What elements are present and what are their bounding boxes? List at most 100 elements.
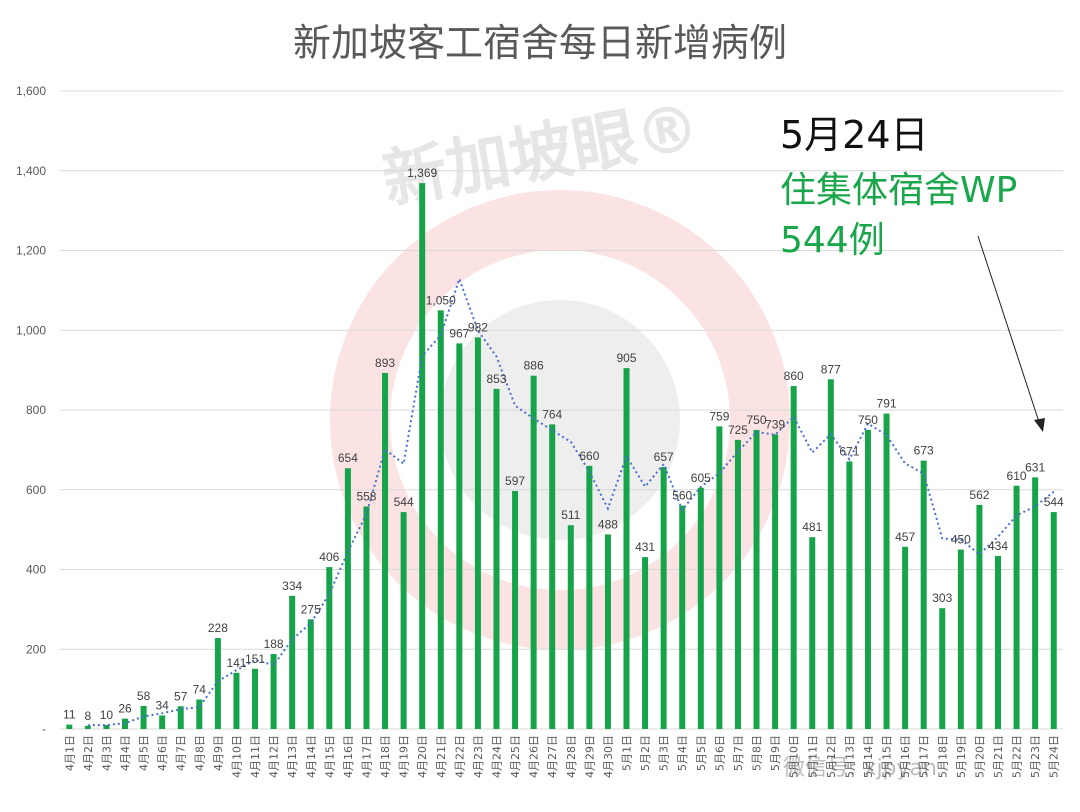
data-label: 334 — [282, 579, 302, 593]
data-label: 657 — [654, 450, 674, 464]
data-label: 511 — [561, 508, 580, 522]
data-label: 431 — [635, 540, 655, 554]
x-tick-label: 5月8日 — [751, 735, 764, 771]
data-label: 750 — [858, 413, 878, 427]
watermark-disc — [440, 300, 680, 540]
bar — [66, 724, 73, 729]
x-tick-label: 5月11日 — [806, 735, 819, 778]
bar — [289, 595, 296, 729]
x-tick-label: 5月1日 — [621, 735, 634, 771]
annotation-date: 5月24日 — [780, 113, 929, 157]
data-label: 544 — [1044, 495, 1064, 509]
bar — [233, 672, 240, 729]
data-label: 605 — [691, 471, 711, 485]
x-tick-label: 4月4日 — [119, 735, 132, 771]
y-tick-label: - — [42, 722, 46, 736]
data-label: 544 — [394, 495, 414, 509]
x-tick-label: 5月18日 — [936, 735, 949, 778]
gridlines — [60, 90, 1063, 730]
watermark: 新加坡眼® 微信号: xjpyan — [330, 90, 937, 781]
x-tick-label: 5月15日 — [881, 735, 894, 778]
data-label: 750 — [747, 413, 767, 427]
x-tick-label: 5月9日 — [769, 735, 782, 771]
data-label: 1,050 — [426, 293, 456, 307]
bar — [623, 368, 630, 729]
y-tick-label: 800 — [26, 403, 46, 417]
bar — [939, 608, 946, 729]
annotation-arrow-line — [977, 235, 1041, 426]
bar — [530, 375, 537, 729]
data-label: 759 — [709, 409, 729, 423]
bar — [363, 506, 370, 729]
x-tick-label: 4月21日 — [435, 735, 448, 778]
x-tick-label: 4月12日 — [268, 735, 281, 778]
y-tick-label: 200 — [26, 642, 46, 656]
data-label: 406 — [319, 550, 339, 564]
bars — [66, 183, 1057, 729]
x-tick-label: 4月24日 — [490, 735, 503, 778]
data-label: 188 — [264, 637, 284, 651]
y-axis-ticks: - 200 400 600 800 1,000 1,200 1,400 1,600 — [16, 84, 46, 736]
data-label: 671 — [839, 444, 859, 458]
bar — [734, 439, 741, 729]
x-tick-label: 5月21日 — [992, 735, 1005, 778]
bar — [846, 461, 853, 729]
bar — [103, 725, 110, 729]
bar — [957, 549, 964, 729]
bar — [400, 512, 407, 729]
bar — [344, 468, 351, 729]
bar — [474, 337, 481, 729]
bar — [437, 310, 444, 729]
bar — [1050, 512, 1057, 729]
data-label: 34 — [155, 698, 169, 712]
x-tick-label: 4月30日 — [602, 735, 615, 778]
bar — [307, 619, 314, 729]
data-label: 967 — [449, 326, 469, 340]
data-label: 739 — [765, 417, 785, 431]
data-label: 141 — [226, 656, 246, 670]
x-axis-ticks: 4月1日 4月2日 4月3日 4月4日 4月5日 4月6日 4月7日 4月8日 4月9日 4月10… — [63, 735, 1060, 778]
bar — [716, 426, 723, 729]
x-tick-label: 5月24日 — [1048, 735, 1061, 778]
data-label: 562 — [969, 488, 989, 502]
data-label: 58 — [137, 689, 151, 703]
bar — [827, 379, 834, 729]
x-tick-label: 4月19日 — [398, 735, 411, 778]
bar — [604, 534, 611, 729]
bar — [753, 429, 760, 729]
data-label: 457 — [895, 530, 915, 544]
x-tick-label: 4月18日 — [379, 735, 392, 778]
data-label: 450 — [951, 533, 971, 547]
data-label: 886 — [524, 359, 544, 373]
bar — [1013, 485, 1020, 729]
data-label: 725 — [728, 423, 748, 437]
annotation-line3: 544例 — [780, 220, 885, 261]
bar — [196, 699, 203, 729]
data-label: 228 — [208, 621, 228, 635]
bar — [326, 567, 333, 729]
x-tick-label: 4月16日 — [342, 735, 355, 778]
y-tick-label: 1,000 — [16, 323, 46, 337]
x-tick-label: 5月16日 — [899, 735, 912, 778]
x-tick-label: 4月26日 — [528, 735, 541, 778]
bar — [790, 386, 797, 729]
x-tick-label: 5月23日 — [1029, 735, 1042, 778]
data-label: 303 — [932, 591, 952, 605]
x-tick-label: 5月4日 — [676, 735, 689, 771]
x-tick-label: 4月3日 — [100, 735, 113, 771]
data-label: 791 — [877, 397, 897, 411]
bar — [976, 504, 983, 729]
bar — [586, 465, 593, 729]
bar — [660, 467, 667, 729]
bar — [214, 638, 221, 729]
bar — [382, 372, 389, 729]
data-label: 893 — [375, 356, 395, 370]
annotation-arrow-head — [1034, 418, 1045, 432]
y-tick-label: 1,200 — [16, 244, 46, 258]
bar — [493, 388, 500, 729]
annotation-line2: 住集体宿舍WP — [780, 170, 1017, 211]
data-label: 860 — [784, 369, 804, 383]
x-tick-label: 4月9日 — [212, 735, 225, 771]
bar — [419, 183, 426, 729]
